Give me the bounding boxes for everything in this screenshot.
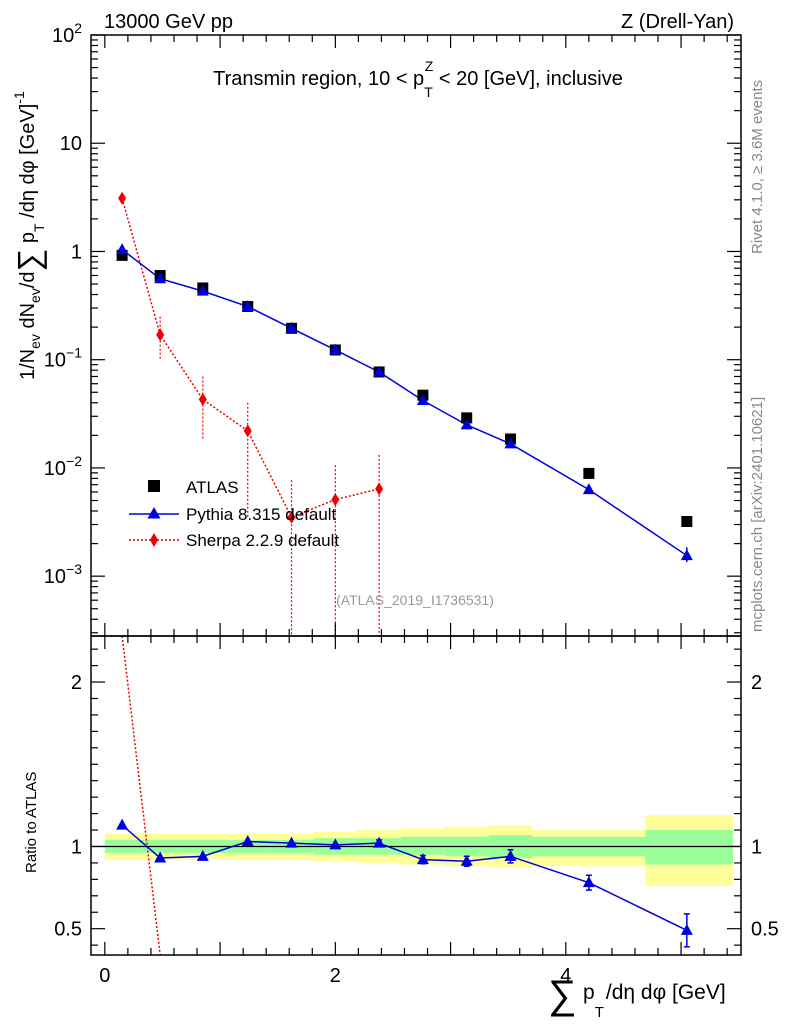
pythia-point [241,300,254,312]
x-axis-sum-symbol: ∑ [548,973,577,1017]
sherpa-point [287,510,296,524]
pythia-point [504,437,517,449]
legend-marker-pythia [147,507,161,519]
ratio-y-tick-label-left: 1 [71,836,82,858]
ratio-y-tick-label-right: 2 [751,672,762,694]
main-y-tick-label: 10−2 [44,453,82,480]
ratio-pythia-point [285,836,298,848]
ratio-sherpa-line [121,635,161,956]
legend-label-pythia: Pythia 8.315 default [186,505,337,524]
legend-marker-sherpa [150,533,158,547]
mcplots-label: mcplots.cern.ch [arXiv:2401.10621] [749,397,766,632]
legend-marker-atlas [148,480,160,492]
ratio-pythia-point [680,923,693,935]
atlas-point [116,249,128,261]
atlas-point [461,412,473,424]
ratio-frame [90,635,742,956]
ratio-pythia-line [121,824,688,932]
ratio-y-tick-label-left: 0.5 [54,919,82,941]
sherpa-point [243,424,252,438]
ratio-pythia-point [116,818,129,830]
pythia-point [582,483,595,495]
main-panel: 10−3 10−2 10−1 1 10 102 Transmin region, 10 <… [44,20,742,637]
ratio-y-axis-label: Ratio to ATLAS [23,772,40,873]
sherpa-point [118,191,127,205]
ratio-pythia-point [460,854,473,866]
pythia-point [196,284,209,296]
process-label: Z (Drell-Yan) [621,11,734,33]
main-y-tick-label: 1 [71,241,82,263]
atlas-point [583,467,595,479]
main-y-tick-label: 102 [52,20,82,47]
legend-label-atlas: ATLAS [186,478,239,497]
pythia-point [373,365,386,377]
ratio-y-tick-label-right: 0.5 [751,919,779,941]
pythia-point [329,343,342,355]
main-title: Transmin region, 10 < pTZ < 20 [GeV], in… [213,58,623,100]
legend-label-sherpa: Sherpa 2.2.9 default [186,531,339,550]
pythia-point [680,549,693,561]
ratio-panel: 0.5 0.5 1 1 2 2 0 2 4 [54,635,779,987]
ratio-pythia-point [373,836,386,848]
pythia-line [121,249,688,557]
ratio-pythia-point [329,838,342,850]
ratio-pythia-point [154,851,167,863]
pythia-point [285,321,298,333]
ratio-band-green [645,830,733,865]
energy-label: 13000 GeV pp [104,11,233,33]
atlas-point [681,515,693,527]
legend: ATLAS Pythia 8.315 default Sherpa 2.2.9 … [129,478,339,550]
pythia-point [116,243,129,255]
main-y-tick-label: 10 [60,133,82,155]
ratio-band-green [401,836,445,855]
main-y-axis-label: 1/Nev dNev/d∑ pT /dη dφ [GeV]-1 [11,91,47,380]
pythia-point [460,418,473,430]
ratio-y-tick-label-right: 1 [751,836,762,858]
pythia-point [154,272,167,284]
ratio-pythia-point [582,876,595,888]
sherpa-point [156,328,165,342]
x-tick-label: 2 [330,965,341,987]
pythia-point [416,393,429,405]
sherpa-point [331,493,340,507]
ratio-pythia-point [416,853,429,865]
x-tick-label: 4 [560,965,571,987]
x-axis-label: pT/dη dφ [GeV] [583,981,726,1021]
sherpa-point [375,482,384,496]
ratio-pythia-point [196,849,209,861]
rivet-version-label: Rivet 4.1.0, ≥ 3.6M events [749,80,766,254]
main-y-tick-label: 10−1 [44,345,82,372]
sherpa-point [198,392,207,406]
ratio-pythia-point [504,849,517,861]
x-tick-label: 0 [99,965,110,987]
analysis-reference: (ATLAS_2019_I1736531) [336,592,494,608]
ratio-y-tick-label-left: 2 [71,672,82,694]
main-y-tick-label: 10−3 [44,561,82,588]
ratio-pythia-point [241,835,254,847]
